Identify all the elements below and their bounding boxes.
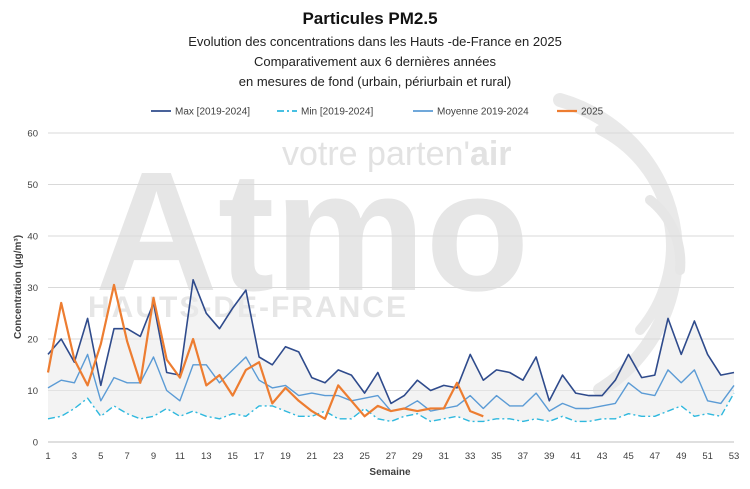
x-tick-label: 31 [438,451,449,462]
legend-label: Min [2019-2024] [301,107,373,118]
watermark-arc-small [645,195,686,275]
x-tick-label: 25 [359,451,370,462]
x-tick-label: 37 [518,451,529,462]
min-max-band-area [48,279,734,422]
y-tick-label: 20 [27,335,38,346]
x-tick-label: 9 [151,451,156,462]
x-tick-label: 35 [491,451,502,462]
x-tick-label: 21 [307,451,318,462]
y-tick-label: 50 [27,180,38,191]
x-tick-label: 15 [227,451,238,462]
x-tick-label: 3 [72,451,77,462]
watermark-arc-inner [595,125,676,335]
x-tick-label: 1 [45,451,50,462]
chart-legend: Max [2019-2024] Min [2019-2024] Moyenne 20… [151,107,604,118]
x-tick-label: 43 [597,451,608,462]
x-tick-label: 47 [650,451,661,462]
x-tick-label: 49 [676,451,687,462]
series-line-2025 [46,283,484,420]
y-axis-title: Concentration (µg/m³) [13,235,24,339]
atmo-watermark: votre parten'air Atmo HAUTS-DE-FRANCE [88,93,686,397]
series-lines [46,279,735,423]
x-tick-label: 45 [623,451,634,462]
x-tick-label: 41 [570,451,581,462]
min-max-band [48,279,734,422]
x-tick-label: 27 [386,451,397,462]
x-tick-label: 5 [98,451,103,462]
watermark-logo-text: Atmo [95,137,529,327]
y-tick-label: 0 [33,438,38,449]
legend-label: Max [2019-2024] [175,107,250,118]
x-tick-label: 7 [125,451,130,462]
y-tick-label: 60 [27,129,38,140]
chart-subtitle-line-3: en mesures de fond (urbain, périurbain e… [239,74,511,89]
series-line-max [47,279,735,405]
x-tick-label: 39 [544,451,555,462]
chart-subtitle-line-2: Comparativement aux 6 dernières années [254,54,497,69]
x-tick-label: 23 [333,451,344,462]
watermark-tagline: votre parten'air [282,135,512,173]
y-axis-ticks: 0 10 20 30 40 50 60 [27,129,38,449]
x-tick-label: 53 [729,451,740,462]
x-axis-ticks: 1 3 5 7 9 11 13 15 17 19 21 23 25 27 29 31 33 35 37 39 41 43 4… [45,451,739,462]
chart-subtitle-line-1: Evolution des concentrations dans les Ha… [188,34,562,49]
chart-title: Particules PM2.5 [302,9,437,28]
x-tick-label: 11 [175,451,185,462]
legend-label: 2025 [581,107,604,118]
x-tick-label: 19 [280,451,291,462]
x-tick-label: 17 [254,451,265,462]
y-tick-label: 40 [27,232,38,243]
x-tick-label: 33 [465,451,476,462]
x-axis-title: Semaine [369,467,411,478]
x-tick-label: 51 [702,451,713,462]
y-tick-label: 10 [27,386,38,397]
legend-label: Moyenne 2019-2024 [437,107,529,118]
y-tick-label: 30 [27,283,38,294]
x-tick-label: 13 [201,451,212,462]
series-line-min [47,392,735,423]
x-tick-label: 29 [412,451,423,462]
